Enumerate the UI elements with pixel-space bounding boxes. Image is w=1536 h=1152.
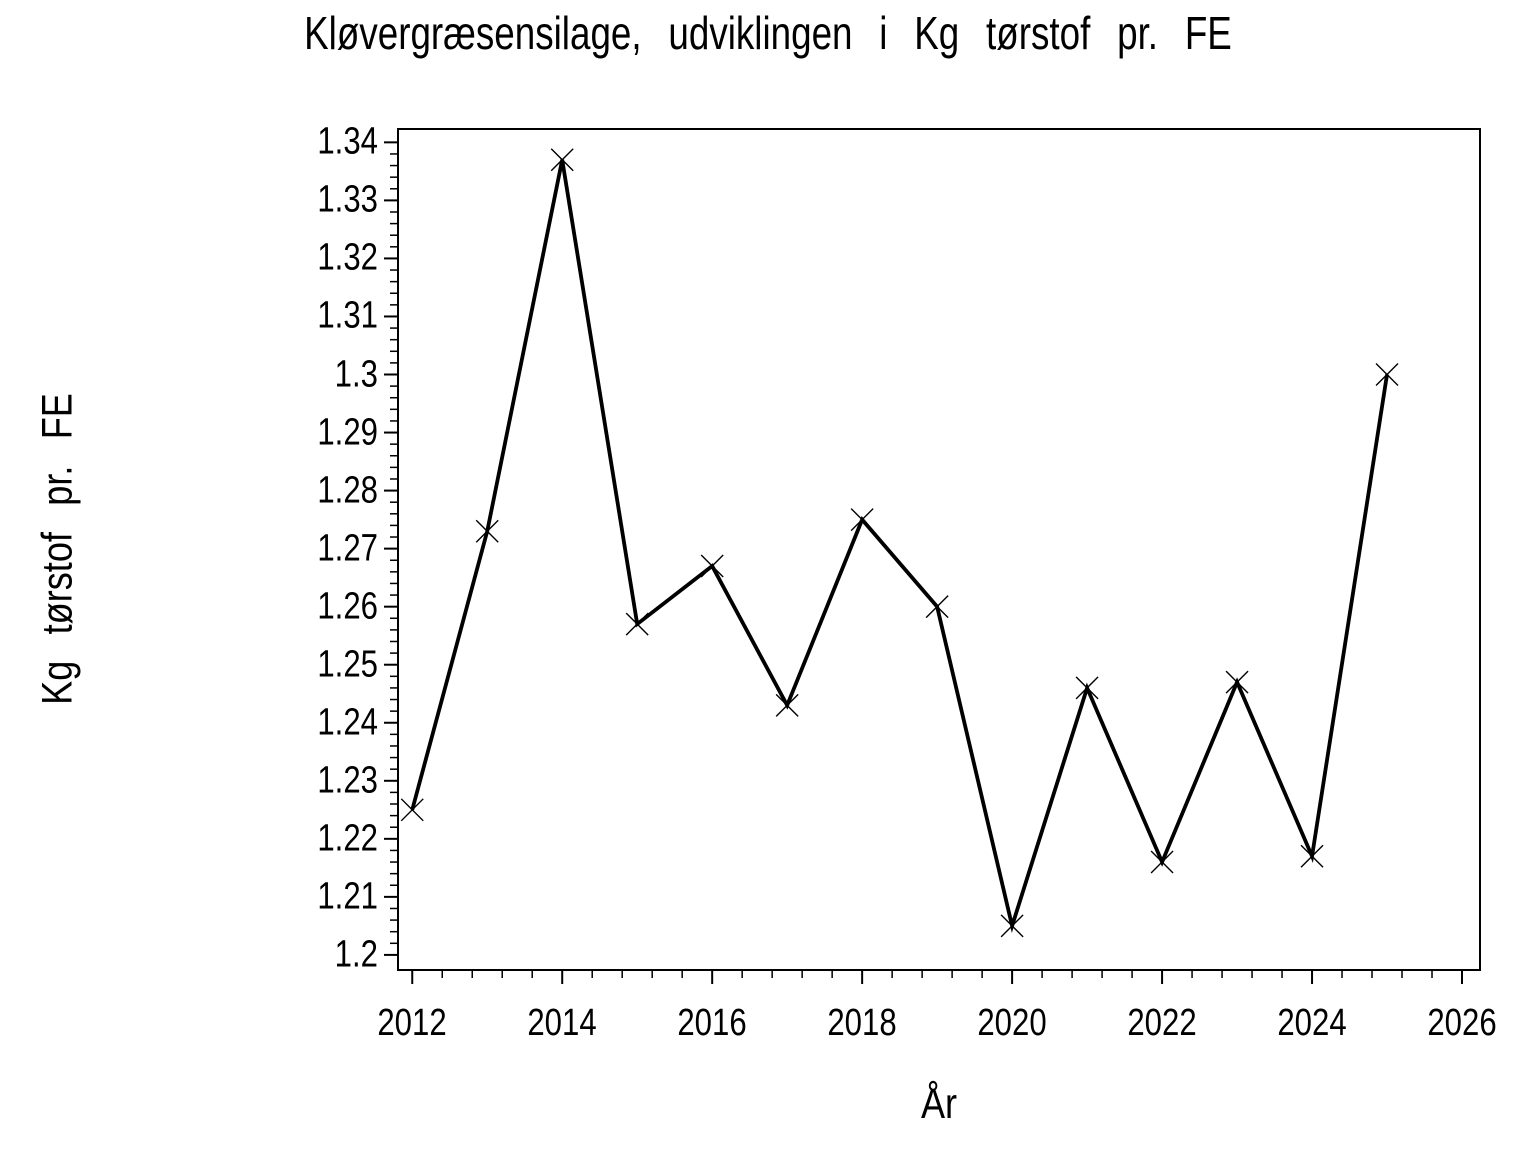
y-tick-label: 1.33 [317,178,378,221]
y-tick-label: 1.2 [334,933,378,976]
x-tick-label: 2016 [677,1002,747,1044]
data-point-marker [550,148,574,172]
x-tick-label: 2018 [827,1002,897,1044]
y-tick-label: 1.27 [317,527,378,570]
data-point-marker [1150,850,1174,874]
data-point-marker [1375,363,1399,387]
data-point-marker [1225,670,1249,694]
x-tick-label: 2026 [1427,1002,1497,1044]
data-line [410,159,1389,934]
y-tick-label: 1.3 [334,353,378,395]
y-tick-label: 1.25 [317,643,378,686]
x-tick-label: 2020 [977,1002,1047,1044]
x-tick-label: 2024 [1277,1002,1347,1044]
y-tick-label: 1.29 [317,411,378,454]
data-point-marker [475,519,499,543]
y-tick-label: 1.32 [317,236,378,279]
data-point-marker [775,693,799,717]
data-point-marker [400,798,424,822]
data-point-marker [850,508,874,532]
x-axis-title: År [920,1080,958,1128]
y-tick-label: 1.34 [317,120,378,163]
x-tick-label: 2012 [377,1002,447,1044]
data-point-marker [625,612,649,636]
y-tick-label: 1.22 [317,817,378,860]
x-tick-label: 2014 [527,1002,597,1044]
data-point-marker [700,554,724,578]
y-tick-label: 1.26 [317,585,378,628]
chart-title: Kløvergræsensilage, udviklingen i Kg tør… [304,7,1232,59]
y-tick-label: 1.28 [317,469,378,512]
data-point-marker [1000,914,1024,938]
plot-frame [397,128,1481,971]
y-tick-label: 1.21 [317,875,378,918]
data-point-marker [1075,676,1099,700]
y-tick-label: 1.23 [317,759,378,802]
data-point-marker [925,595,949,619]
y-tick-label: 1.24 [317,701,378,744]
y-tick-label: 1.31 [317,294,378,337]
x-tick-label: 2022 [1127,1002,1197,1044]
data-point-marker [1300,844,1324,868]
